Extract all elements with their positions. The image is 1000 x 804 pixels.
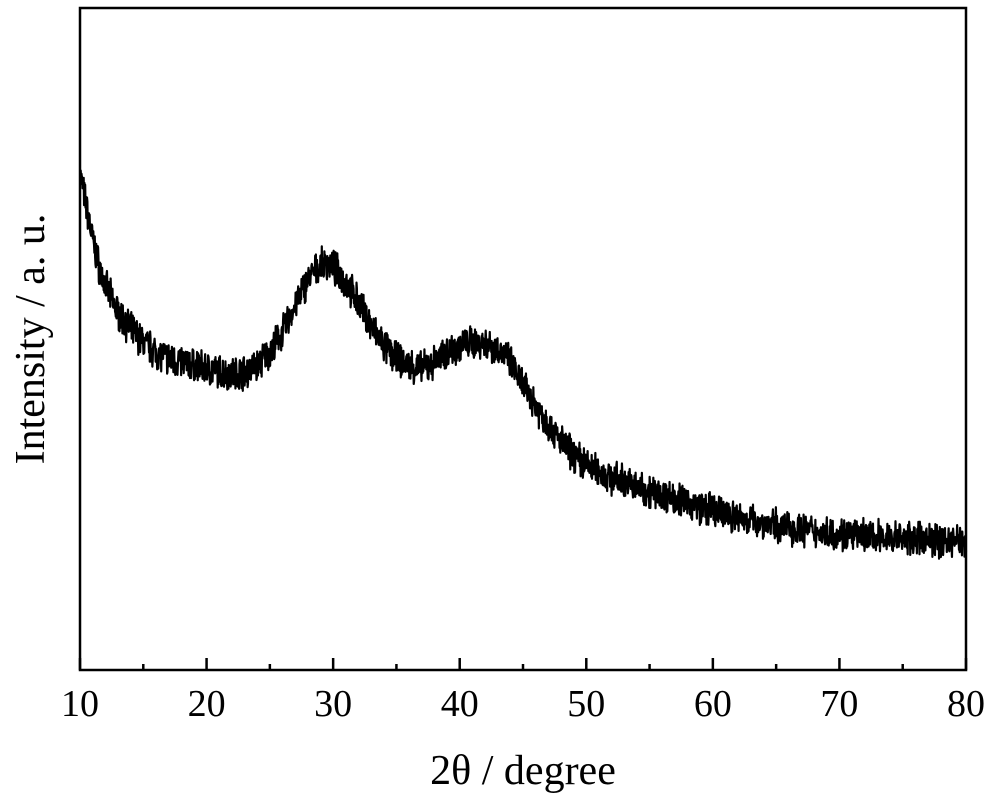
x-axis-label: 2θ / degree — [430, 748, 616, 794]
x-tick-label: 60 — [694, 683, 732, 725]
plot-frame — [78, 6, 968, 672]
x-tick-label: 30 — [314, 683, 352, 725]
series-line — [78, 169, 968, 560]
x-axis-ticks — [78, 658, 968, 670]
x-tick-label: 20 — [188, 683, 226, 725]
x-tick-label: 80 — [947, 683, 985, 725]
y-axis-label: Intensity / a. u. — [8, 214, 54, 465]
x-tick-label: 10 — [61, 683, 99, 725]
x-tick-label: 70 — [820, 683, 858, 725]
x-tick-label: 40 — [441, 683, 479, 725]
xrd-series — [78, 169, 968, 560]
x-axis-tick-labels: 10 20 30 40 50 60 70 80 — [61, 683, 985, 725]
x-tick-label: 50 — [567, 683, 605, 725]
